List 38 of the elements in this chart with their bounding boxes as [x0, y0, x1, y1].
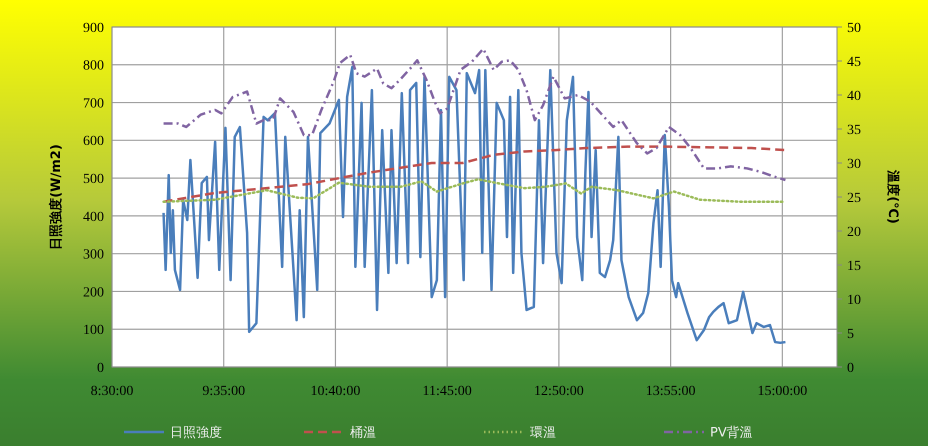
- y-tick-label: 0: [97, 360, 104, 376]
- legend-label: 環溫: [530, 426, 556, 441]
- y-tick-label: 600: [83, 134, 104, 150]
- x-tick-label: 15:00:00: [757, 384, 808, 399]
- y2-tick-label: 20: [847, 224, 861, 240]
- x-tick-label: 13:55:00: [646, 384, 696, 399]
- y-tick-label: 700: [83, 96, 104, 112]
- x-tick-label: 8:30:00: [90, 384, 134, 399]
- y-axis-title: 日照強度(W/m2): [48, 144, 64, 250]
- y2-tick-label: 40: [847, 88, 861, 104]
- line-series: [162, 178, 784, 204]
- y-tick-label: 300: [83, 248, 104, 263]
- y-tick-label: 200: [83, 285, 104, 300]
- y2-tick-label: 45: [847, 54, 861, 70]
- x-tick-label: 11:45:00: [422, 384, 472, 399]
- y2-tick-label: 0: [847, 360, 854, 376]
- legend-label: 桶溫: [350, 426, 376, 441]
- y2-tick-label: 50: [847, 20, 861, 36]
- y-tick-label: 400: [83, 210, 104, 225]
- x-tick-label: 12:50:00: [534, 384, 584, 399]
- legend-label: PV背溫: [710, 426, 753, 441]
- x-tick-label: 10:40:00: [310, 384, 360, 399]
- y2-tick-label: 5: [847, 326, 854, 342]
- x-tick-label: 9:35:00: [202, 384, 246, 399]
- y-tick-label: 100: [83, 323, 104, 338]
- y2-tick-label: 30: [847, 156, 861, 172]
- y2-axis-title: 溫度(℃): [885, 169, 901, 224]
- line-series: [162, 145, 787, 204]
- legend-label: 日照強度: [170, 424, 222, 441]
- y2-tick-label: 15: [847, 258, 861, 274]
- y2-tick-label: 10: [847, 292, 861, 308]
- line-series: [162, 48, 787, 182]
- y-tick-label: 800: [83, 58, 104, 74]
- y2-tick-label: 25: [847, 190, 861, 206]
- line-series: [162, 66, 787, 344]
- y2-tick-label: 35: [847, 122, 861, 138]
- y-tick-label: 900: [83, 20, 104, 36]
- y-tick-label: 500: [83, 172, 104, 188]
